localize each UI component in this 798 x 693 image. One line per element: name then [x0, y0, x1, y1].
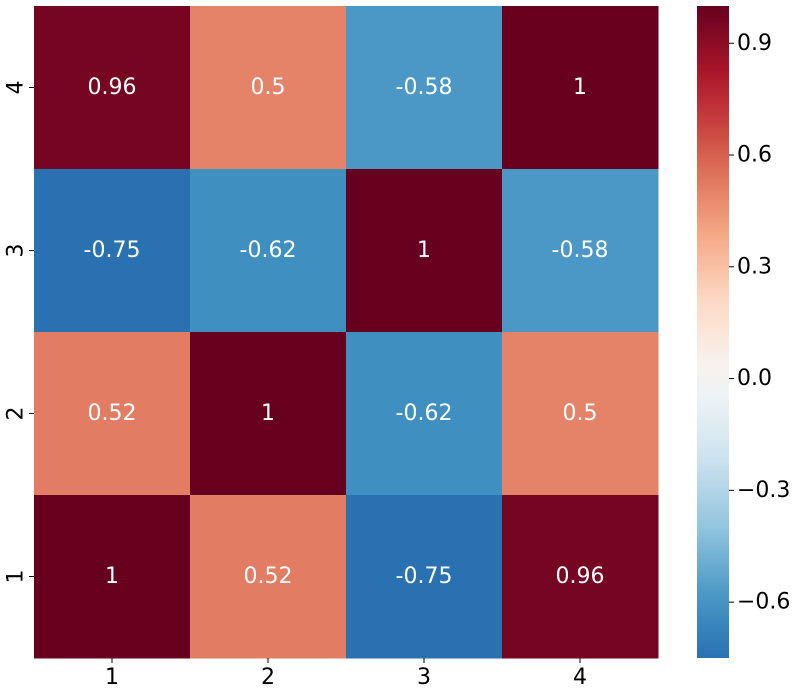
colorbar-tick-label: 0.3 [737, 254, 772, 279]
heatmap-cell-3-4 [502, 169, 659, 333]
cell-value-label: -0.75 [84, 238, 141, 263]
colorbar: 0.9 0.6 0.3 0.0 −0.3 −0.6 [697, 6, 790, 658]
x-tick-label: 2 [261, 665, 275, 690]
heatmap-cell-labels: 0.96 0.5 -0.58 1 -0.75 -0.62 1 -0.58 0.52 1 -0.62 0… [84, 75, 609, 589]
heatmap-cell-4-1 [34, 6, 191, 170]
heatmap-cell-4-4 [502, 6, 659, 170]
heatmap-cell-1-3 [346, 495, 503, 659]
heatmap-cell-1-4 [502, 495, 659, 659]
heatmap-cell-2-4 [502, 332, 659, 496]
cell-value-label: 0.96 [556, 564, 605, 589]
x-axis: 1 2 3 4 [105, 658, 587, 690]
colorbar-tick-label: 0.6 [737, 143, 772, 168]
y-tick-label: 1 [4, 570, 29, 584]
cell-value-label: 0.52 [244, 564, 293, 589]
x-tick-label: 3 [417, 665, 431, 690]
cell-value-label: -0.62 [396, 401, 453, 426]
colorbar-tick-label: −0.6 [737, 590, 790, 615]
heatmap-cell-1-2 [190, 495, 347, 659]
heatmap-cell-3-3 [346, 169, 503, 333]
heatmap-cell-2-3 [346, 332, 503, 496]
heatmap-cell-3-1 [34, 169, 191, 333]
heatmap-cells [34, 6, 659, 659]
y-tick-label: 2 [4, 407, 29, 421]
cell-value-label: 0.5 [251, 75, 286, 100]
x-tick-label: 1 [105, 665, 119, 690]
colorbar-gradient [697, 6, 729, 658]
colorbar-ticks: 0.9 0.6 0.3 0.0 −0.3 −0.6 [729, 31, 790, 615]
cell-value-label: 1 [105, 564, 119, 589]
colorbar-tick-label: 0.9 [737, 31, 772, 56]
cell-value-label: -0.58 [552, 238, 609, 263]
cell-value-label: 1 [573, 75, 587, 100]
heatmap-cell-2-1 [34, 332, 191, 496]
colorbar-tick-label: −0.3 [737, 478, 790, 503]
cell-value-label: -0.62 [240, 238, 297, 263]
heatmap-cell-2-2 [190, 332, 347, 496]
y-axis: 4 3 2 1 [4, 81, 34, 584]
cell-value-label: -0.58 [396, 75, 453, 100]
x-tick-label: 4 [573, 665, 587, 690]
y-tick-label: 3 [4, 244, 29, 258]
cell-value-label: 0.52 [88, 401, 137, 426]
heatmap-cell-4-2 [190, 6, 347, 170]
cell-value-label: 1 [261, 401, 275, 426]
cell-value-label: 0.5 [563, 401, 598, 426]
y-tick-label: 4 [4, 81, 29, 95]
colorbar-tick-label: 0.0 [737, 366, 772, 391]
heatmap-cell-1-1 [34, 495, 191, 659]
cell-value-label: -0.75 [396, 564, 453, 589]
heatmap-cell-3-2 [190, 169, 347, 333]
cell-value-label: 0.96 [88, 75, 137, 100]
cell-value-label: 1 [417, 238, 431, 263]
heatmap-cell-4-3 [346, 6, 503, 170]
